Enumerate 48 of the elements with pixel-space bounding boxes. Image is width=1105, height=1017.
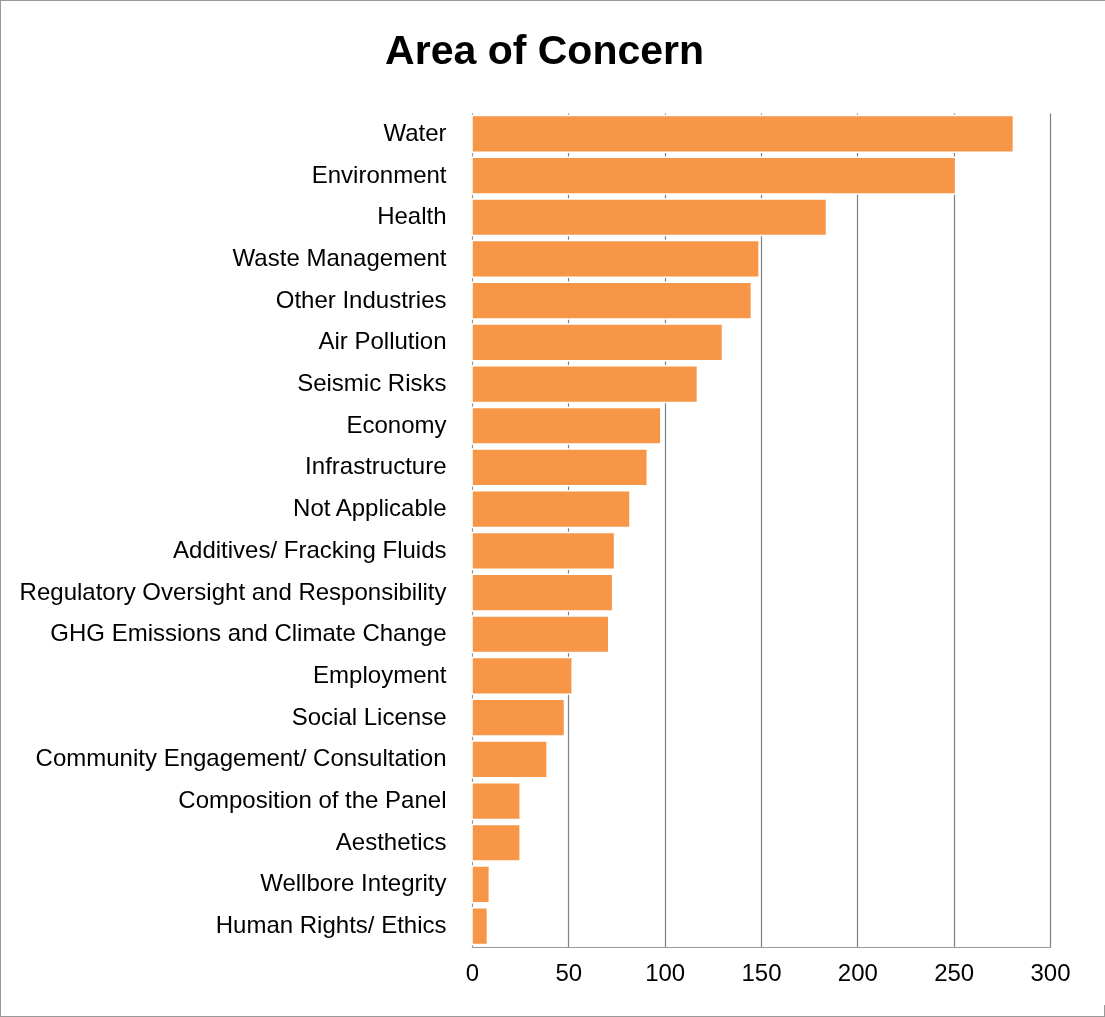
bar bbox=[471, 740, 548, 779]
y-tick-label: Wellbore Integrity bbox=[260, 869, 447, 897]
y-tick-label: Composition of the Panel bbox=[178, 786, 447, 814]
y-tick-label: Human Rights/ Ethics bbox=[215, 911, 447, 939]
y-tick-label: Air Pollution bbox=[318, 327, 447, 355]
bar bbox=[471, 198, 828, 237]
y-tick-label: Other Industries bbox=[275, 285, 447, 313]
x-tick-label: 200 bbox=[837, 958, 878, 986]
x-tick-label: 0 bbox=[465, 958, 480, 986]
bar bbox=[471, 656, 573, 696]
y-tick-label: Infrastructure bbox=[305, 452, 447, 480]
x-tick-label: 300 bbox=[1030, 958, 1071, 986]
bar bbox=[471, 281, 753, 320]
y-tick-label: Regulatory Oversight and Responsibility bbox=[19, 577, 447, 605]
bar bbox=[471, 907, 489, 946]
y-tick-label: GHG Emissions and Climate Change bbox=[50, 619, 447, 647]
x-tick-label: 250 bbox=[934, 958, 975, 986]
bar bbox=[471, 698, 566, 737]
bar bbox=[471, 364, 699, 404]
x-tick-label: 150 bbox=[741, 958, 782, 986]
x-tick-label: 50 bbox=[555, 958, 583, 986]
y-tick-label: Not Applicable bbox=[293, 494, 447, 522]
bar bbox=[471, 615, 610, 654]
y-tick-label: Community Engagement/ Consultation bbox=[35, 744, 447, 772]
y-tick-label: Environment bbox=[311, 160, 447, 188]
chart-title: Area of Concern bbox=[385, 27, 705, 73]
y-tick-label: Employment bbox=[313, 660, 447, 688]
y-tick-label: Aesthetics bbox=[335, 827, 447, 855]
x-tick-label: 100 bbox=[645, 958, 686, 986]
bar bbox=[471, 406, 662, 445]
y-tick-label: Economy bbox=[346, 410, 447, 438]
y-tick-label: Waste Management bbox=[232, 243, 447, 271]
bar bbox=[471, 448, 649, 487]
bar bbox=[471, 823, 521, 862]
bar bbox=[471, 239, 760, 279]
y-tick-label: Water bbox=[383, 118, 447, 146]
bar bbox=[471, 114, 1015, 153]
bar bbox=[471, 781, 521, 821]
y-tick-label: Additives/ Fracking Fluids bbox=[173, 535, 447, 563]
bar bbox=[471, 490, 631, 529]
y-tick-label: Seismic Risks bbox=[297, 369, 447, 397]
bar bbox=[471, 156, 957, 195]
bar bbox=[471, 865, 491, 904]
bar bbox=[471, 323, 724, 362]
y-tick-label: Social License bbox=[291, 702, 447, 730]
bar bbox=[471, 531, 616, 570]
y-tick-label: Health bbox=[377, 202, 447, 230]
bar bbox=[471, 573, 614, 612]
